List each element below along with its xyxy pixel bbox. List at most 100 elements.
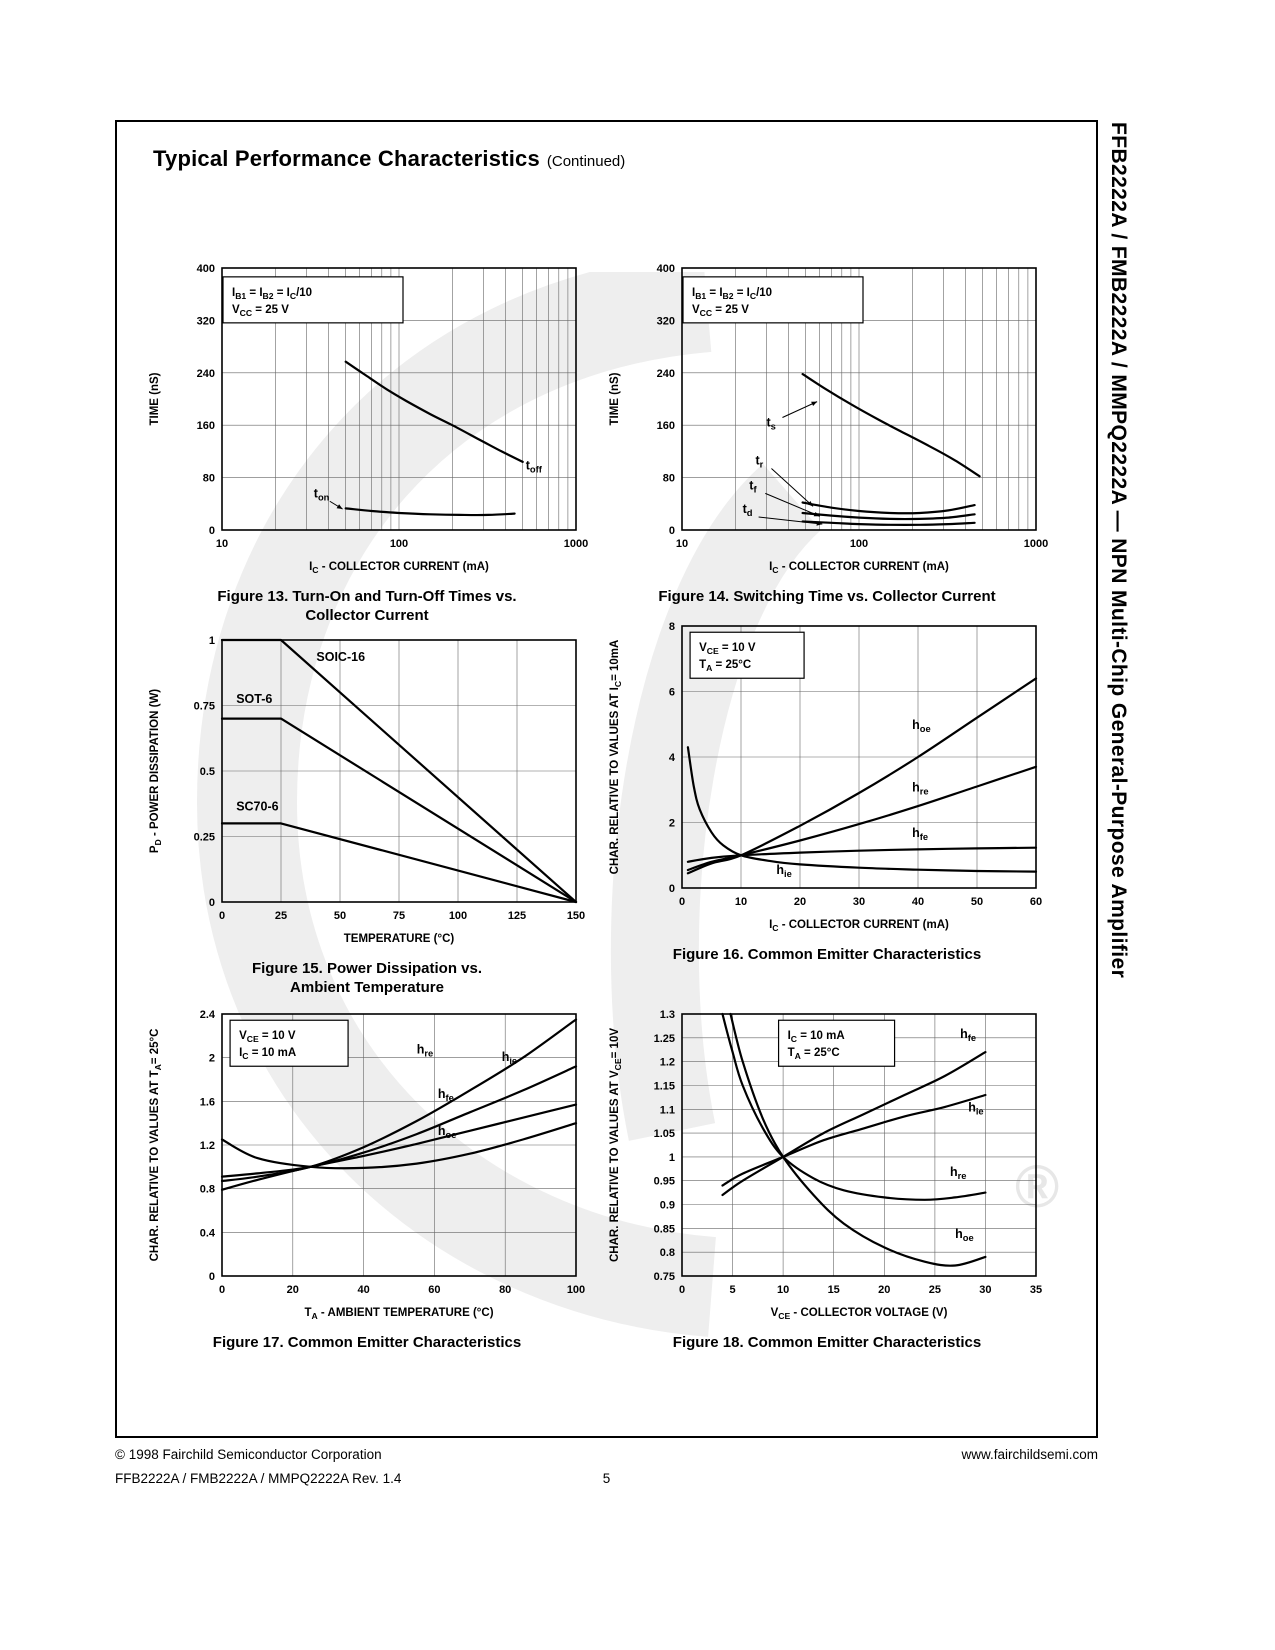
footer-copyright: © 1998 Fairchild Semiconductor Corporati… — [115, 1447, 382, 1462]
svg-text:80: 80 — [203, 473, 215, 485]
svg-text:1.2: 1.2 — [660, 1057, 675, 1069]
svg-text:SOIC-16: SOIC-16 — [316, 650, 365, 664]
svg-text:hoe: hoe — [438, 1124, 457, 1140]
svg-text:0: 0 — [219, 910, 225, 922]
svg-text:5: 5 — [730, 1284, 736, 1296]
svg-text:hoe: hoe — [912, 718, 931, 734]
svg-text:10: 10 — [216, 538, 228, 550]
svg-text:toff: toff — [526, 459, 543, 475]
svg-text:40: 40 — [912, 896, 924, 908]
svg-text:ts: ts — [767, 416, 776, 432]
svg-text:VCE = 10 V: VCE = 10 V — [699, 642, 756, 656]
figure-16: 0 10 20 30 40 50 60 0 2 4 6 8 IC - COLLECTOR CURRENT… — [602, 610, 1052, 965]
figure-15-caption: Figure 15. Power Dissipation vs. Ambient… — [142, 960, 592, 998]
svg-text:0.9: 0.9 — [660, 1200, 675, 1212]
svg-text:hie: hie — [502, 1050, 517, 1066]
svg-text:100: 100 — [449, 910, 467, 922]
svg-text:1.6: 1.6 — [200, 1096, 215, 1108]
figure-15-chart: 0 25 50 75 100 125 150 0 0.25 0.5 0.75 1 TEMPERATURE… — [149, 635, 585, 945]
caption-line: Figure 18. Common Emitter Characteristic… — [672, 1334, 982, 1351]
svg-text:15: 15 — [828, 1284, 840, 1296]
svg-text:1.05: 1.05 — [654, 1128, 675, 1140]
svg-text:0.75: 0.75 — [654, 1271, 675, 1283]
figure-16-chart: 0 10 20 30 40 50 60 0 2 4 6 8 IC - COLLECTOR CURRENT… — [609, 621, 1042, 933]
figure-18-caption: Figure 18. Common Emitter Characteristic… — [602, 1334, 1052, 1353]
svg-text:1.1: 1.1 — [660, 1104, 675, 1116]
section-title: Typical Performance Characteristics — [153, 146, 540, 171]
caption-line: Collector Current — [305, 606, 429, 624]
svg-text:SC70-6: SC70-6 — [236, 799, 278, 813]
svg-text:VCC = 25 V: VCC = 25 V — [232, 304, 289, 318]
svg-text:2: 2 — [209, 1053, 215, 1065]
svg-text:6: 6 — [669, 687, 675, 699]
svg-text:240: 240 — [657, 368, 675, 380]
svg-text:30: 30 — [979, 1284, 991, 1296]
svg-text:60: 60 — [428, 1284, 440, 1296]
svg-text:320: 320 — [197, 315, 215, 327]
svg-text:50: 50 — [971, 896, 983, 908]
svg-text:0: 0 — [669, 525, 675, 537]
svg-text:hre: hre — [912, 780, 929, 796]
svg-text:160: 160 — [657, 420, 675, 432]
svg-text:2.4: 2.4 — [200, 1009, 216, 1021]
svg-text:40: 40 — [357, 1284, 369, 1296]
svg-text:30: 30 — [853, 896, 865, 908]
svg-text:IC = 10 mA: IC = 10 mA — [788, 1030, 845, 1044]
svg-text:1000: 1000 — [1024, 538, 1048, 550]
svg-text:ton: ton — [314, 486, 330, 502]
svg-text:0: 0 — [669, 883, 675, 895]
svg-text:0.8: 0.8 — [200, 1184, 215, 1196]
svg-text:125: 125 — [508, 910, 526, 922]
svg-text:35: 35 — [1030, 1284, 1042, 1296]
svg-text:VCE - COLLECTOR VOLTAGE (V): VCE - COLLECTOR VOLTAGE (V) — [771, 1307, 948, 1321]
caption-line: Ambient Temperature — [290, 978, 444, 996]
svg-text:1: 1 — [669, 1152, 675, 1164]
svg-text:0: 0 — [679, 896, 685, 908]
svg-text:0.95: 0.95 — [654, 1176, 675, 1188]
figure-13-chart: 10 100 1000 0 80 160 240 320 400 IC - COLLECTOR C… — [149, 263, 588, 575]
svg-text:1000: 1000 — [564, 538, 588, 550]
svg-text:0: 0 — [219, 1284, 225, 1296]
svg-text:hfe: hfe — [912, 826, 928, 842]
svg-text:25: 25 — [275, 910, 287, 922]
svg-text:1.25: 1.25 — [654, 1033, 675, 1045]
svg-text:SOT-6: SOT-6 — [236, 692, 272, 706]
svg-text:hfe: hfe — [960, 1027, 976, 1043]
svg-text:1: 1 — [209, 635, 215, 647]
svg-text:0.4: 0.4 — [200, 1227, 216, 1239]
svg-text:IC - COLLECTOR CURRENT (mA): IC - COLLECTOR CURRENT (mA) — [769, 561, 949, 575]
figure-15: 0 25 50 75 100 125 150 0 0.25 0.5 0.75 1 TEMPERATURE… — [142, 624, 592, 998]
svg-text:CHAR. RELATIVE TO VALUES AT IC: CHAR. RELATIVE TO VALUES AT IC= 10mA — [609, 640, 623, 875]
caption-line: Figure 13. Turn-On and Turn-Off Times vs… — [217, 588, 517, 605]
svg-text:hre: hre — [417, 1042, 434, 1058]
svg-text:TIME (nS): TIME (nS) — [149, 372, 161, 425]
svg-text:IB1 = IB2 = IC/10: IB1 = IB2 = IC/10 — [232, 287, 312, 301]
svg-text:10: 10 — [735, 896, 747, 908]
figure-14-chart: 10 100 1000 0 80 160 240 320 400 IC - COLLECTOR C… — [609, 263, 1048, 575]
svg-text:TA = 25°C: TA = 25°C — [788, 1047, 840, 1061]
fairchild-watermark: ® — [196, 272, 1059, 1337]
svg-text:tr: tr — [756, 454, 764, 470]
svg-text:TA - AMBIENT TEMPERATURE (°C): TA - AMBIENT TEMPERATURE (°C) — [304, 1307, 493, 1321]
footer-doc-ref: FFB2222A / FMB2222A / MMPQ2222A Rev. 1.4 — [115, 1471, 402, 1486]
svg-text:IB1 = IB2 = IC/10: IB1 = IB2 = IC/10 — [692, 287, 772, 301]
figure-13-caption: Figure 13. Turn-On and Turn-Off Times vs… — [142, 588, 592, 626]
svg-text:20: 20 — [794, 896, 806, 908]
svg-text:hre: hre — [950, 1165, 967, 1181]
footer: © 1998 Fairchild Semiconductor Corporati… — [115, 1447, 1098, 1462]
svg-text:100: 100 — [850, 538, 868, 550]
svg-text:240: 240 — [197, 368, 215, 380]
svg-text:TEMPERATURE (°C): TEMPERATURE (°C) — [344, 933, 455, 945]
svg-text:CHAR. RELATIVE TO VALUES AT VC: CHAR. RELATIVE TO VALUES AT VCE= 10V — [609, 1028, 623, 1262]
svg-text:25: 25 — [929, 1284, 941, 1296]
svg-text:400: 400 — [657, 263, 675, 275]
svg-text:hie: hie — [968, 1101, 983, 1117]
svg-text:20: 20 — [287, 1284, 299, 1296]
svg-text:2: 2 — [669, 818, 675, 830]
figure-17-caption: Figure 17. Common Emitter Characteristic… — [142, 1334, 592, 1353]
svg-text:0.8: 0.8 — [660, 1247, 675, 1259]
svg-text:100: 100 — [567, 1284, 585, 1296]
footer-website: www.fairchildsemi.com — [961, 1447, 1098, 1462]
svg-text:0: 0 — [679, 1284, 685, 1296]
svg-text:0.85: 0.85 — [654, 1223, 675, 1235]
